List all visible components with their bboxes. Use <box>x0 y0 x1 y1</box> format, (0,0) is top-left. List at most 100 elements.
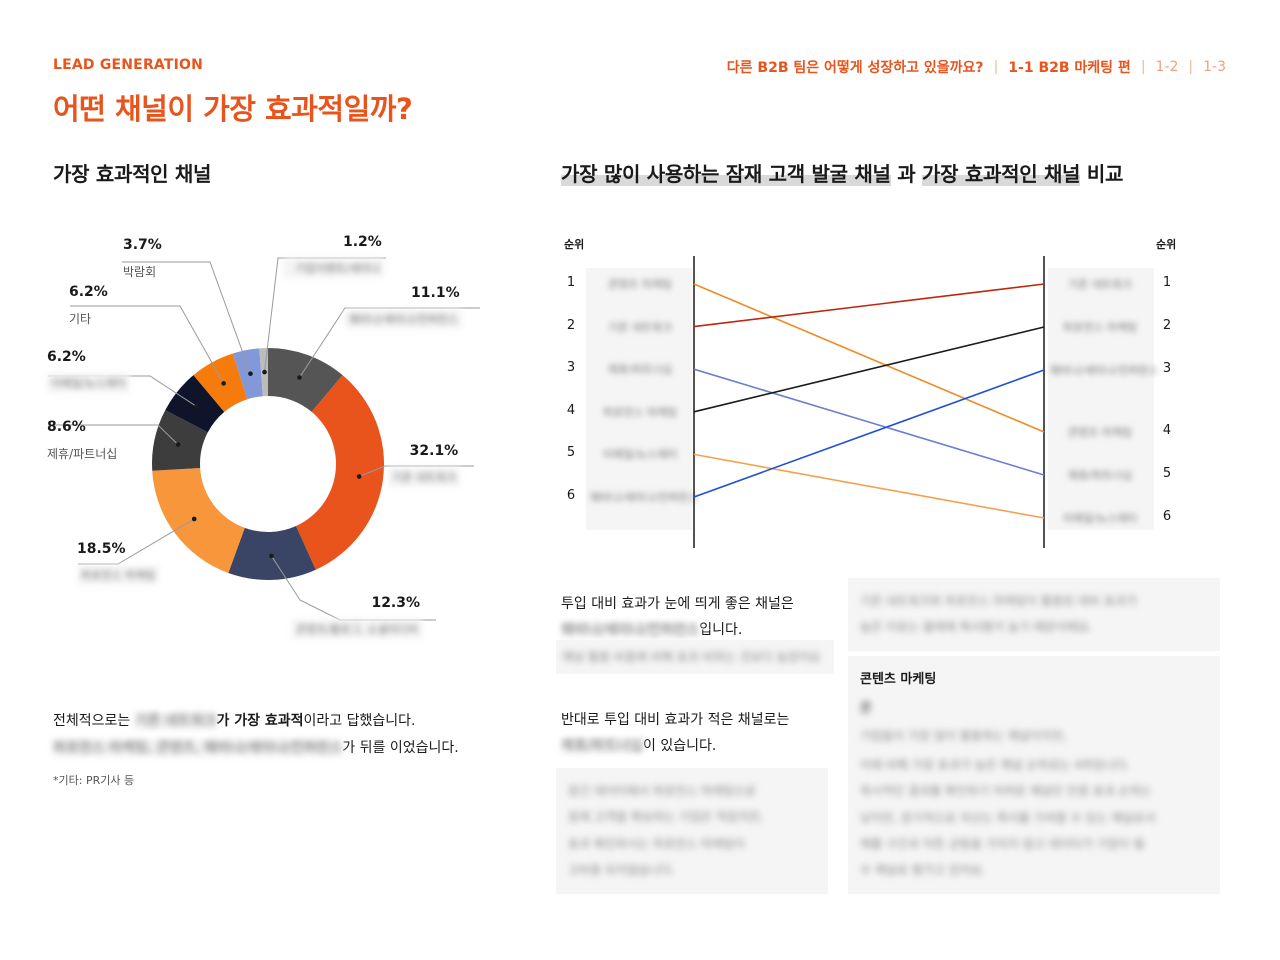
donut-slice <box>232 348 263 400</box>
rank-number-right: 1 <box>1162 275 1172 290</box>
nav-separator: | <box>993 59 999 75</box>
title-part-mid: 과 <box>897 162 916 186</box>
summary-blur-2: 퍼포먼스 마케팅, 콘텐츠, 웨비나/세미나/컨퍼런스 <box>53 739 343 756</box>
rank-number-left: 4 <box>566 402 576 418</box>
summary2-post: 가 뒤를 이었습니다. <box>342 739 459 756</box>
summary-post: 이라고 답했습니다. <box>303 713 416 729</box>
donut-slice <box>228 525 316 580</box>
slope-line <box>693 368 1045 476</box>
para2-post: 이 있습니다. <box>643 737 717 754</box>
summary-bold: 가 가장 효과적 <box>216 713 304 729</box>
donut-slice-dot <box>269 553 274 559</box>
nav-link-1-1[interactable]: 1-1 B2B 마케팅 편 <box>1008 60 1131 76</box>
channel-label-left: 이메일/뉴스레터 <box>602 448 678 462</box>
section-title-effective: 가장 효과적인 채널 <box>53 162 212 186</box>
rank-number-right: 3 <box>1162 361 1172 376</box>
summary-pre: 전체적으로는 <box>53 713 131 729</box>
pct-partnership: 8.6% <box>47 419 86 435</box>
channel-label-right: 퍼포먼스 마케팅 <box>1062 321 1138 334</box>
donut-label-partnership: 8.6% 제휴/파트너십 <box>47 419 117 462</box>
name-email-blurred: 이메일/뉴스레터 <box>47 373 130 393</box>
donut-slice <box>268 348 343 412</box>
para2-blurline: 잠긴 데이터에서 퍼포먼스 마케팅으로 <box>568 784 757 798</box>
rank-number-left: 6 <box>566 488 576 503</box>
pct-performance: 18.5% <box>77 541 126 557</box>
donut-slice-dot <box>356 474 362 479</box>
channel-label-right: 이메일/뉴스레터 <box>1062 512 1138 525</box>
para1-blur2: 채널 활용 비중에 비해 효과 비하는 것보다 높았어요 <box>562 650 821 664</box>
top-navigation: 다른 B2B 팀은 어떻게 성장하고 있을까요? | 1-1 B2B 마케팅 편… <box>727 57 1226 77</box>
rank-number-right: 6 <box>1162 509 1172 524</box>
rank-header-left: 순위 <box>564 238 585 251</box>
content-marketing-label: 콘텐츠 마케팅 <box>860 672 937 687</box>
nav-separator: | <box>1188 59 1194 75</box>
donut-slice <box>296 375 385 570</box>
donut-label-content: 12.3% 콘텐츠/블로그, 소셜미디어 <box>292 595 423 639</box>
donut-label-webinar: 11.1% 웨비나/세미나/컨퍼런스 <box>345 285 462 329</box>
nav-link-1-2[interactable]: 1-2 <box>1155 59 1179 75</box>
insight-bottom-line: 이에 비해 가장 효과가 높은 채널 순위로는 4위입니다. <box>860 757 1130 772</box>
nav-link-intro[interactable]: 다른 B2B 팀은 어떻게 성장하고 있을까요? <box>726 60 984 76</box>
para2-blurline: 효과 확인하시는 퍼포먼스 마케팅이 <box>568 836 746 851</box>
title-part-effective: 가장 효과적인 채널 <box>922 162 1081 186</box>
slope-line <box>693 283 1045 328</box>
donut-slice <box>165 375 225 433</box>
insight-top-line: 높은 이유는 물레에 획사됐거 높기 때문이에요. <box>860 620 1093 635</box>
eyebrow-label: LEAD GENERATION <box>53 57 204 73</box>
para1-line1: 투입 대비 효과가 눈에 띄게 좋은 채널은 <box>561 596 794 612</box>
rank-number-left: 2 <box>566 317 576 333</box>
para2-blur: 제휴/파트너십 <box>561 737 643 754</box>
title-part-end: 비교 <box>1086 162 1124 186</box>
channel-label-left: 제휴/파트너십 <box>607 363 673 377</box>
pct-network: 32.1% <box>409 443 459 459</box>
name-other: 기타 <box>69 312 92 326</box>
rank-number-right: 4 <box>1162 423 1172 438</box>
donut-label-email: 6.2% 이메일/뉴스레터 <box>47 349 130 393</box>
para1-blur-block: 채널 활용 비중에 비해 효과 비하는 것보다 높았어요 <box>556 640 834 675</box>
rank-number-right: 5 <box>1162 466 1172 481</box>
donut-leader-line <box>78 518 195 565</box>
donut-slice-dot <box>262 369 267 375</box>
donut-label-other: 6.2% 기타 <box>69 284 108 327</box>
insight-bottom-line: 채를 구간과 미튼 균등을 가지지 않고 데이터가 기업이 될 <box>860 836 1145 851</box>
channel-label-left: 웨비나/세미나/컨퍼런스 <box>590 491 699 504</box>
donut-leader-line <box>122 261 251 374</box>
summary-text: 전체적으로는 기존 네트워크가 가장 효과적이라고 답했습니다. 퍼포먼스 마케… <box>53 708 459 761</box>
donut-slice-dot <box>191 516 197 522</box>
donut-label-performance: 18.5% 퍼포먼스 마케팅 <box>77 541 160 585</box>
slope-line <box>693 283 1045 433</box>
para2-blurline: 잠재 고객을 확보하는 기업은 적었지만, <box>568 810 764 825</box>
donut-slice-dot <box>248 371 253 376</box>
channel-label-left: 콘텐츠 마케팅 <box>607 278 673 291</box>
name-content-blurred: 콘텐츠/블로그, 소셜미디어 <box>292 619 423 639</box>
rank-number-left: 5 <box>566 445 576 461</box>
insight-bottom-line: 즉시적인 결과를 확인하기 어려운 채널인 만큼 효과 순위는 <box>860 784 1152 799</box>
rank-number-right: 2 <box>1162 318 1172 333</box>
donut-label-network: 32.1% 기존 네트워크 <box>388 443 461 487</box>
channel-label-right: 웨비나/세미나/컨퍼런스 <box>1050 364 1159 377</box>
donut-leader-line <box>48 424 179 445</box>
title-part-most-used: 가장 많이 사용하는 잠재 고객 발굴 채널 <box>561 162 891 186</box>
insight-box-top: 기존 네트워크와 퍼포먼스 마케팅이 활용된 데비 효과가 높은 이유는 물레에… <box>848 578 1220 651</box>
pct-event: 1.2% <box>343 234 382 250</box>
summary-blur-1: 기존 네트워크 <box>134 713 217 729</box>
donut-leader-line <box>358 465 474 478</box>
insight-bottom-line: 낮지만, 장기적으로 자산는 특이를 가져할 수 있는 채널로서 <box>860 810 1156 825</box>
channel-label-left: 기존 네트워크 <box>607 320 673 334</box>
nav-link-1-3[interactable]: 1-3 <box>1203 59 1226 75</box>
para1-blur: 웨비나/세미나/컨퍼런스 <box>561 621 700 638</box>
slope-line <box>693 369 1045 498</box>
insight-bottom-line: 수 채널로 평가고 있어요. <box>860 863 986 878</box>
donut-leader-line <box>299 307 480 378</box>
page-title: 어떤 채널이 가장 효과적일까? <box>53 92 413 126</box>
name-webinar-blurred: 웨비나/세미나/컨퍼런스 <box>345 309 462 329</box>
para2-line1: 반대로 투입 대비 효과가 적은 채널로는 <box>561 712 790 728</box>
content-marketing-post: 은 <box>860 700 872 716</box>
para-low-efficiency: 반대로 투입 대비 효과가 적은 채널로는 제휴/파트너십이 있습니다. <box>561 708 833 760</box>
insight-top-line: 기존 네트워크와 퍼포먼스 마케팅이 활용된 데비 효과가 <box>860 594 1137 608</box>
pct-email: 6.2% <box>47 349 86 365</box>
name-partnership: 제휴/파트너십 <box>47 447 118 461</box>
channel-label-right: 제휴/파트너십 <box>1067 469 1133 482</box>
pct-other: 6.2% <box>69 284 108 300</box>
name-expo: 박람회 <box>123 265 157 279</box>
